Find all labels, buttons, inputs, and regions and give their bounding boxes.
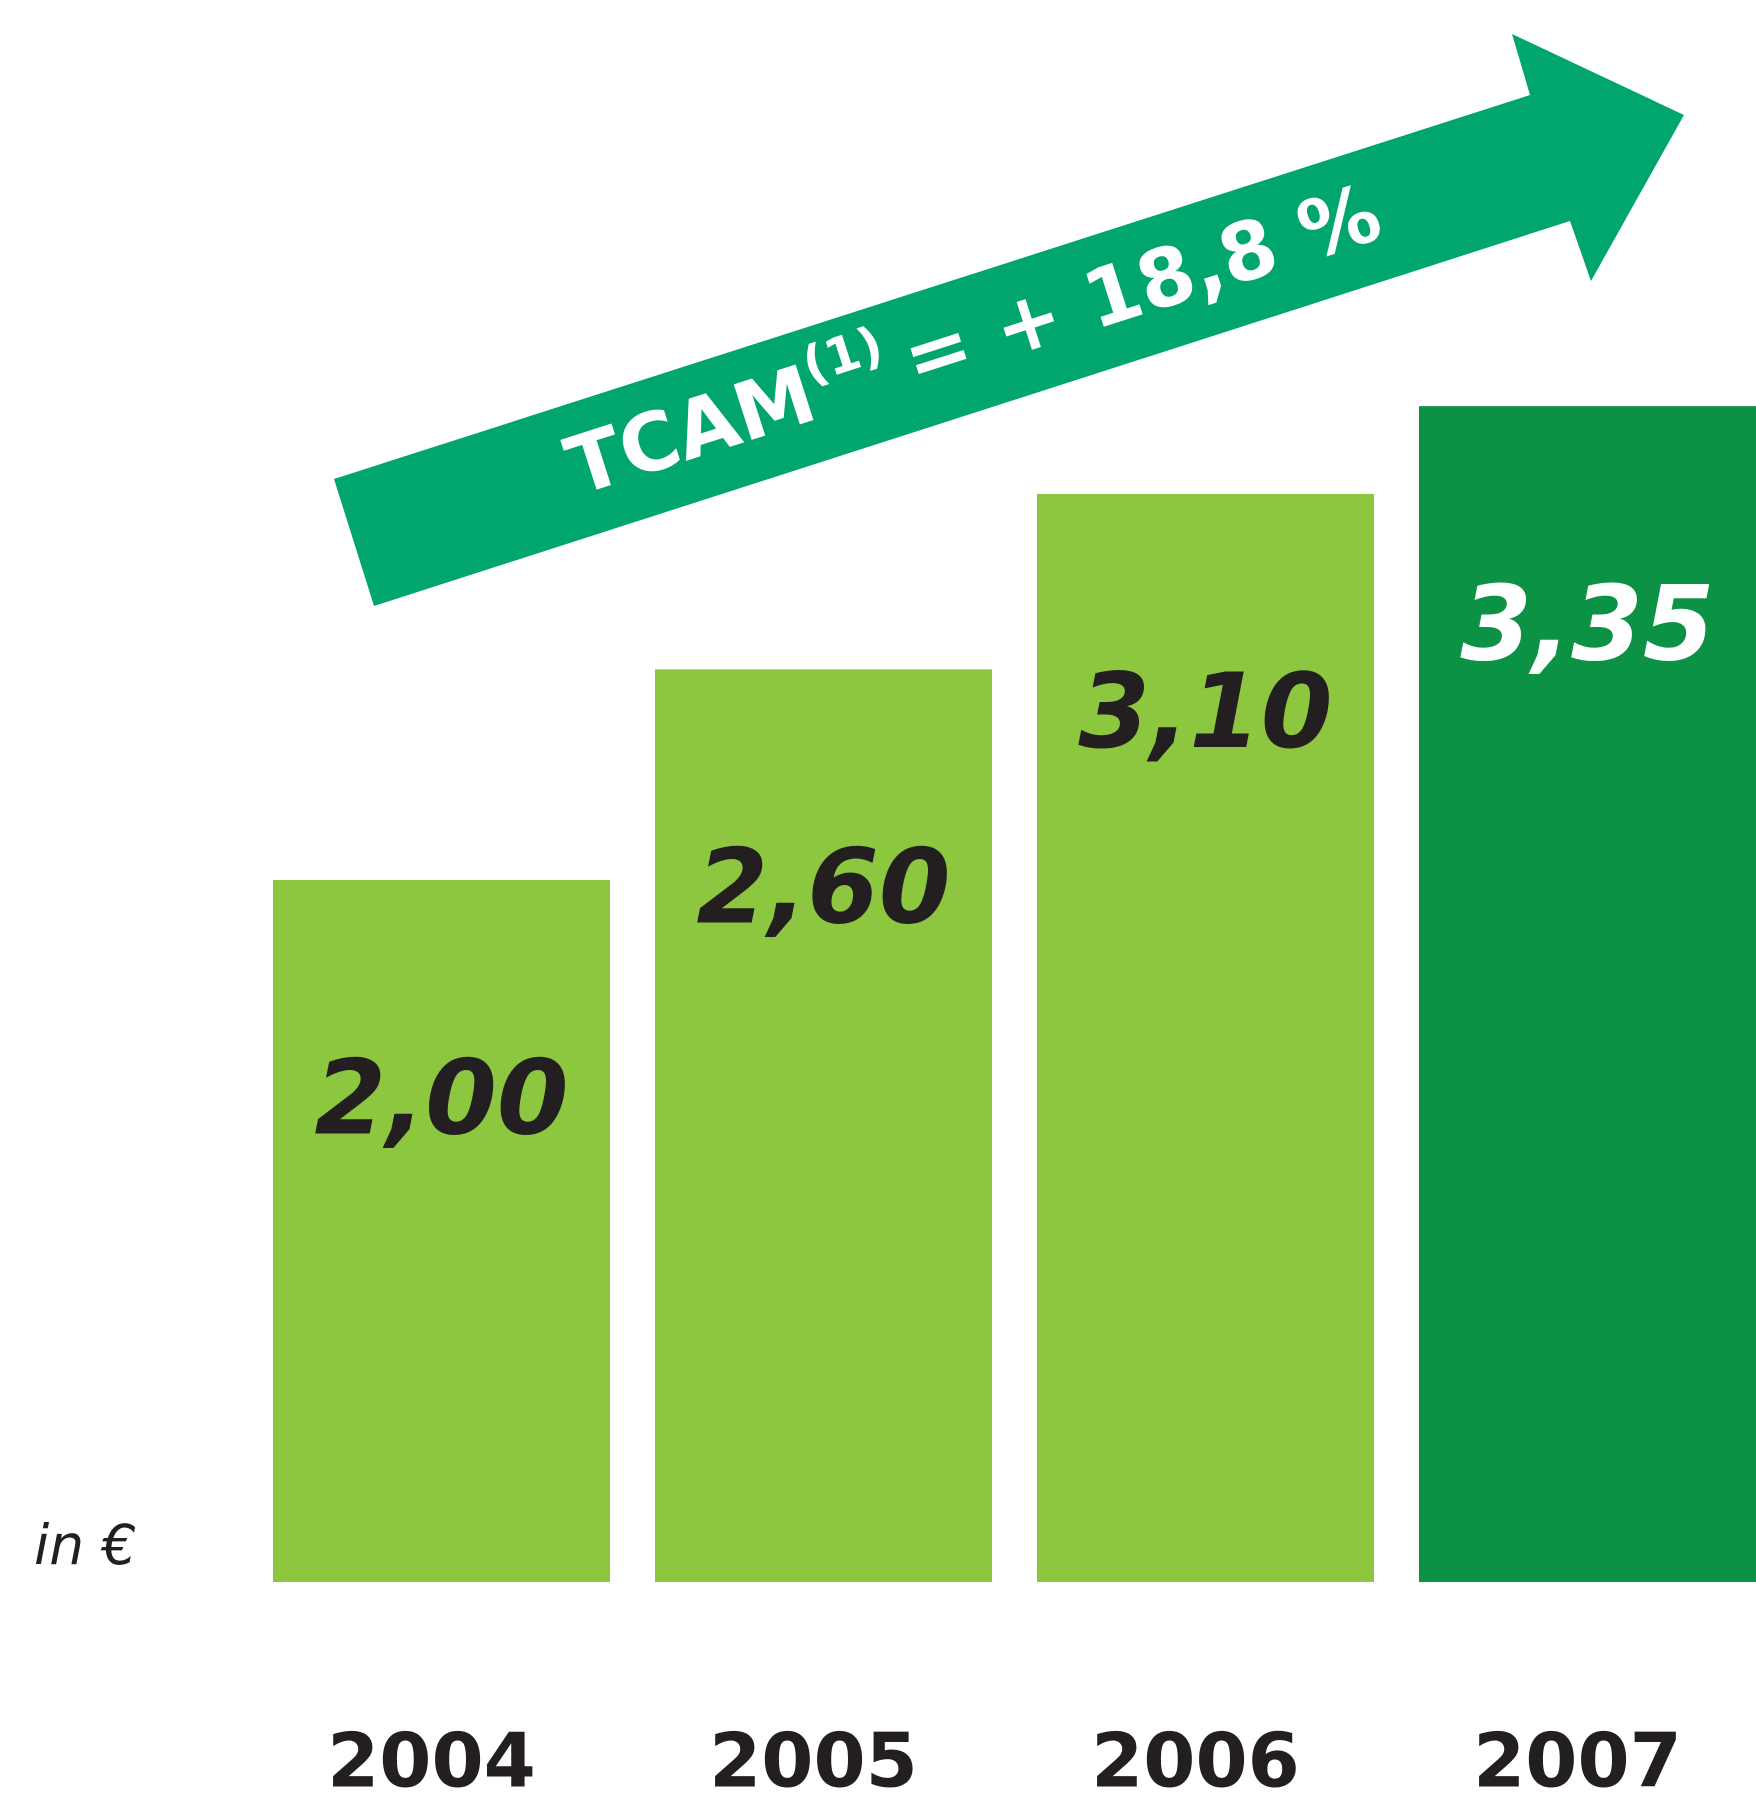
value-label: 3,10 [1078, 652, 1332, 772]
value-label: 3,35 [1460, 564, 1714, 684]
annotation: TCAM(1)= + 18,8 % [553, 158, 1392, 514]
x-tick-label: 2006 [1091, 1717, 1300, 1799]
x-tick-label: 2007 [1473, 1717, 1682, 1799]
bar [1419, 406, 1756, 1582]
x-tick-label: 2005 [709, 1717, 918, 1799]
value-label: 2,00 [314, 1038, 568, 1158]
unit-label: in € [34, 1513, 137, 1577]
value-label: 2,60 [696, 828, 950, 948]
bar [273, 880, 610, 1582]
bar [655, 669, 992, 1582]
x-tick-label: 2004 [327, 1717, 536, 1799]
trend-arrow [334, 34, 1684, 606]
bar [1037, 493, 1374, 1582]
